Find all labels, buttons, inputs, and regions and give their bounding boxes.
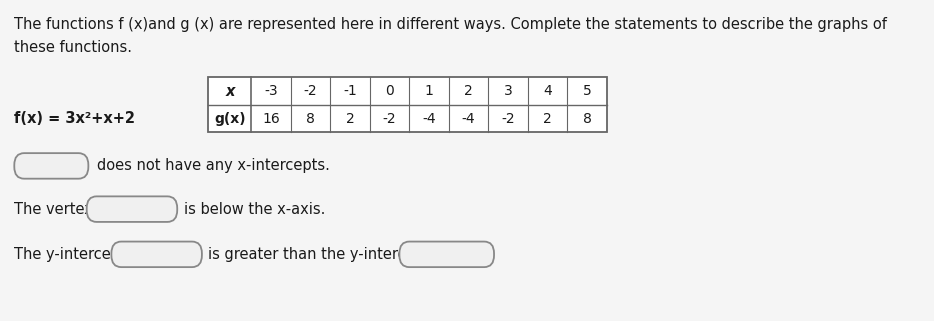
Text: 4: 4 [544,84,552,98]
Text: 3: 3 [503,84,513,98]
Text: The y-intercept of: The y-intercept of [14,247,145,262]
Text: is below the x-axis.: is below the x-axis. [184,202,325,217]
Text: -2: -2 [502,112,515,126]
Text: 8: 8 [306,112,315,126]
Text: f(x) = 3x²+x+2: f(x) = 3x²+x+2 [14,111,135,126]
FancyBboxPatch shape [87,196,177,222]
Bar [208,77,607,133]
Text: -3: -3 [264,84,277,98]
Text: 2: 2 [346,112,354,126]
Text: 2: 2 [544,112,552,126]
Text: is greater than the y-intercept of: is greater than the y-intercept of [208,247,448,262]
Text: these functions.: these functions. [14,40,133,55]
Text: -4: -4 [422,112,436,126]
FancyBboxPatch shape [111,242,202,267]
Text: 1: 1 [425,84,433,98]
Text: -2: -2 [304,84,318,98]
FancyBboxPatch shape [400,242,494,267]
Text: The functions f (x)and g (x) are represented here in different ways. Complete th: The functions f (x)and g (x) are represe… [14,17,887,31]
Text: g(x): g(x) [214,112,246,126]
Text: does not have any x-intercepts.: does not have any x-intercepts. [96,158,330,173]
Text: x: x [225,84,234,99]
Text: -4: -4 [461,112,475,126]
Text: 2: 2 [464,84,473,98]
Text: 8: 8 [583,112,591,126]
Text: 0: 0 [385,84,394,98]
Text: 16: 16 [262,112,280,126]
Text: 5: 5 [583,84,591,98]
FancyBboxPatch shape [14,153,89,179]
Text: The vertex of: The vertex of [14,202,112,217]
Text: -2: -2 [383,112,396,126]
Text: -1: -1 [343,84,357,98]
